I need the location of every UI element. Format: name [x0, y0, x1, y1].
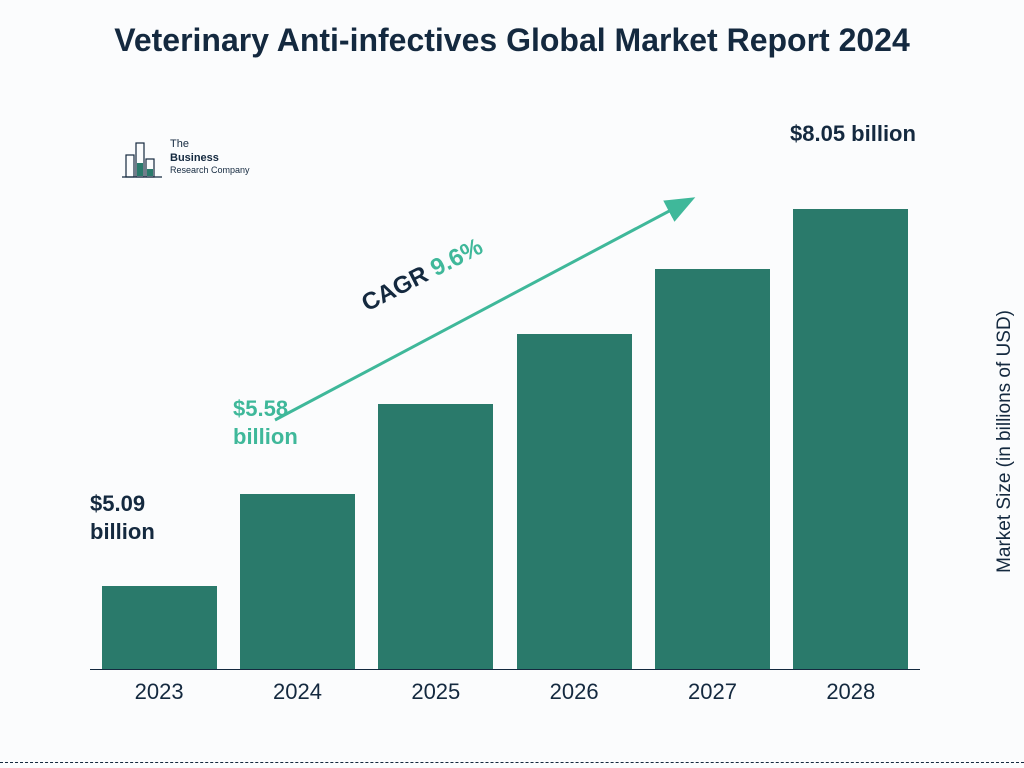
x-axis-tick-label: 2025 — [378, 679, 493, 705]
bar — [793, 209, 908, 669]
bar-slot — [793, 209, 908, 669]
x-axis-labels: 2023 2024 2025 2026 2027 2028 — [90, 679, 920, 705]
y-axis-label: Market Size (in billions of USD) — [994, 310, 1016, 573]
bar-slot — [517, 334, 632, 669]
bar-slot — [102, 586, 217, 669]
x-axis-tick-label: 2028 — [793, 679, 908, 705]
value-label: $5.09billion — [90, 490, 210, 545]
value-label: $8.05 billion — [790, 120, 990, 148]
x-axis-tick-label: 2026 — [517, 679, 632, 705]
bar-slot — [378, 404, 493, 669]
x-axis-tick-label: 2023 — [102, 679, 217, 705]
x-axis-tick-label: 2027 — [655, 679, 770, 705]
chart-area: 202320242025202620272028 — [90, 150, 920, 700]
bar-container — [90, 169, 920, 669]
x-axis-tick-label: 2024 — [240, 679, 355, 705]
chart-title: Veterinary Anti-infectives Global Market… — [0, 0, 1024, 60]
bar — [378, 404, 493, 669]
x-axis-line — [90, 669, 920, 670]
footer-divider — [0, 762, 1024, 763]
bar — [240, 494, 355, 669]
bar-slot — [240, 494, 355, 669]
bar — [102, 586, 217, 669]
bar — [517, 334, 632, 669]
value-label: $5.58billion — [233, 395, 353, 450]
bar-slot — [655, 269, 770, 669]
bar — [655, 269, 770, 669]
